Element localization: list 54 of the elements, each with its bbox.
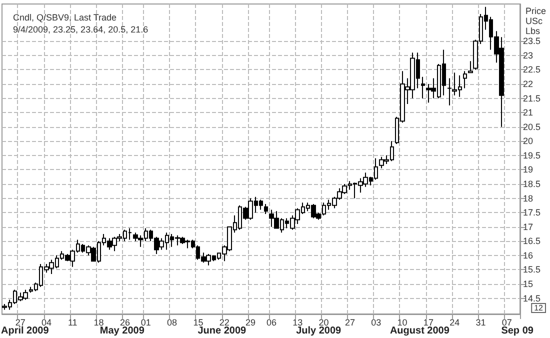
- x-tick-label: 27: [344, 318, 355, 328]
- x-tick-label: 29: [246, 318, 256, 328]
- y-tick-label: 16.5: [523, 236, 541, 246]
- x-tick-label: 07: [502, 318, 512, 328]
- text: July 2009: [296, 326, 342, 336]
- y-tick-label: 23: [523, 50, 534, 60]
- x-tick-label: 20: [318, 318, 329, 328]
- x-tick-label: 18: [94, 318, 104, 328]
- candlestick: [447, 78, 452, 106]
- text: Cndl, Q/SBV9, Last Trade: [13, 12, 117, 22]
- y-tick-label: 16: [523, 250, 534, 260]
- text: Sep 09: [501, 326, 534, 336]
- y-tick-label: 21: [523, 108, 534, 118]
- candlestick: [468, 60, 473, 74]
- text: May 2009: [100, 326, 145, 336]
- x-tick-label: 31: [476, 318, 486, 328]
- y-tick-label: 20: [523, 136, 534, 146]
- x-tick-label: 04: [41, 318, 52, 328]
- x-tick-label: 22: [219, 318, 230, 328]
- text: 12: [534, 304, 544, 312]
- y-tick-label: 15.5: [523, 264, 541, 275]
- y-tick-label: 21.5: [523, 93, 541, 104]
- x-tick-label: 10: [397, 318, 408, 328]
- candlestick: [264, 204, 268, 214]
- y-tick-label: 18.5: [523, 179, 541, 189]
- x-tick-label: 26: [120, 318, 130, 328]
- x-tick-label: 13: [292, 318, 303, 328]
- y-tick-label: 19.5: [523, 150, 541, 160]
- x-tick-label: 17: [423, 318, 434, 328]
- y-tick-label: 20.5: [523, 122, 541, 132]
- x-tick-label: 03: [371, 318, 382, 328]
- x-tick-label: 15: [193, 318, 204, 328]
- x-tick-label: 27: [15, 318, 26, 328]
- candlestick: [463, 70, 467, 89]
- x-tick-label: 01: [140, 318, 151, 328]
- text: August 2009: [390, 326, 450, 336]
- x-tick-label: 11: [68, 318, 78, 328]
- x-tick-label: 08: [167, 318, 178, 328]
- x-tick-label: 06: [266, 318, 276, 328]
- text: 9/4/2009, 23.25, 23.64, 20.5, 21.6: [13, 24, 148, 34]
- y-tick-label: 15: [523, 279, 534, 289]
- y-tick-label: 18: [523, 193, 534, 204]
- y-tick-label: 17: [523, 222, 534, 232]
- y-tick-label: 14.5: [523, 293, 541, 304]
- x-tick-label: 24: [450, 318, 460, 328]
- candlestick: [421, 76, 425, 99]
- text: April 2009: [1, 326, 50, 336]
- y-tick-label: 22: [523, 79, 534, 89]
- y-tick-label: 17.5: [523, 208, 541, 218]
- y-tick-label: 19: [523, 164, 534, 175]
- y-axis-title: Price USc Lbs: [525, 6, 546, 36]
- text: June 2009: [198, 326, 247, 336]
- y-tick-label: 22.5: [523, 64, 541, 75]
- y-tick-label: 23.5: [523, 36, 541, 46]
